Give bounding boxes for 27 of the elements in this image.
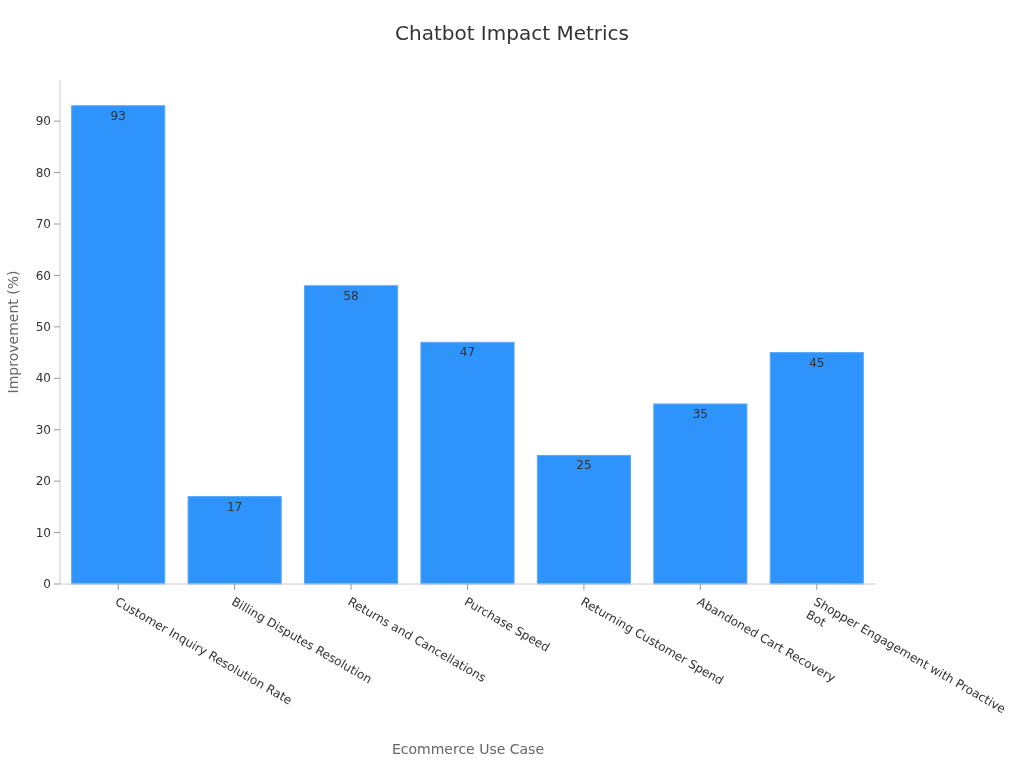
data-label: 17 bbox=[227, 499, 243, 514]
y-tick-label: 60 bbox=[35, 268, 51, 283]
y-tick-label: 50 bbox=[35, 320, 51, 335]
y-tick-label: 40 bbox=[35, 371, 51, 386]
x-axis-title: Ecommerce Use Case bbox=[391, 741, 545, 757]
y-tick-label: 90 bbox=[35, 114, 51, 129]
y-axis-title: Improvement (%) bbox=[5, 270, 21, 394]
bar bbox=[653, 403, 748, 585]
data-label: 25 bbox=[576, 458, 592, 473]
bar bbox=[304, 285, 399, 585]
data-label: 35 bbox=[692, 407, 708, 421]
data-label: 58 bbox=[343, 288, 359, 303]
bar bbox=[769, 352, 864, 585]
y-tick-label: 80 bbox=[35, 165, 51, 180]
data-label: 93 bbox=[110, 108, 126, 123]
y-tick-label: 70 bbox=[35, 217, 51, 232]
y-tick-label: 20 bbox=[35, 474, 51, 489]
y-tick-label: 0 bbox=[43, 577, 51, 592]
bar bbox=[536, 454, 631, 585]
data-label: 47 bbox=[459, 345, 476, 360]
chart-title: Chatbot Impact Metrics bbox=[395, 21, 629, 45]
bar bbox=[71, 105, 166, 585]
y-tick-label: 30 bbox=[35, 422, 51, 437]
y-tick-label: 10 bbox=[35, 525, 51, 540]
bar bbox=[420, 341, 515, 585]
bar bbox=[187, 496, 282, 585]
data-label: 45 bbox=[809, 355, 825, 370]
